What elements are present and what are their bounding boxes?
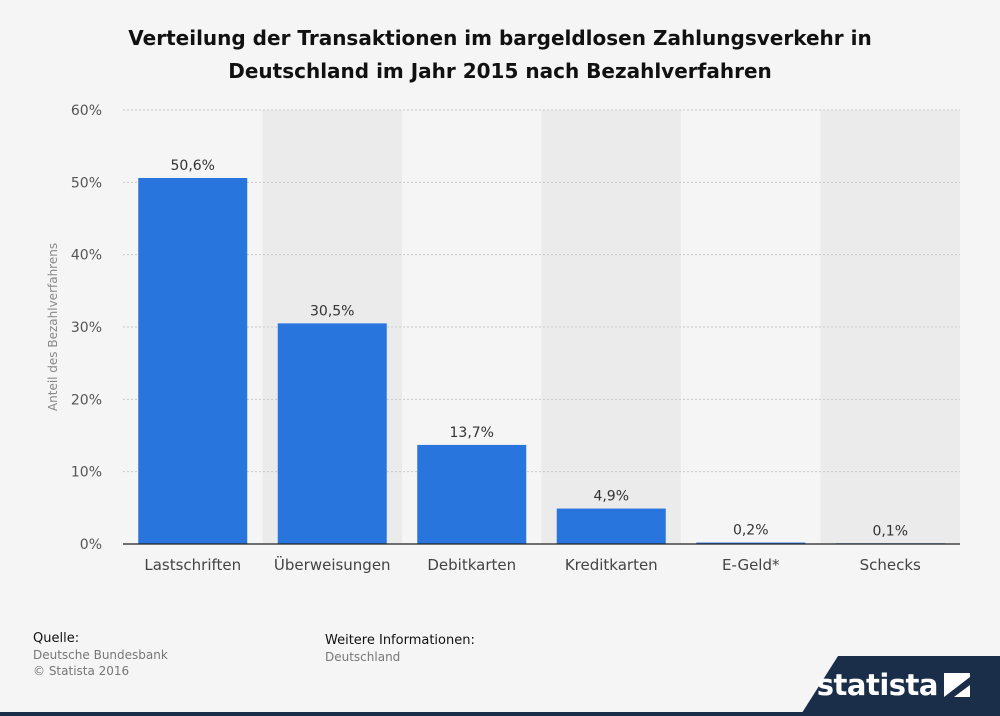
y-tick-label: 60% (71, 103, 102, 119)
bar (417, 444, 527, 544)
y-tick-label: 50% (71, 175, 102, 191)
x-axis-ticks: Lastschriften Überweisungen Debitkarten Kre… (144, 555, 921, 574)
source-block: Quelle: Deutsche Bundesbank © Statista 2… (33, 631, 168, 679)
x-tick-label: Schecks (860, 556, 921, 574)
data-label: 13,7% (450, 425, 494, 441)
bottom-bar (0, 712, 1000, 716)
bar (556, 508, 666, 544)
x-tick-label: Lastschriften (144, 556, 241, 574)
x-tick-label: Kreditkarten (565, 556, 658, 574)
y-tick-label: 30% (71, 320, 102, 336)
source-line-2: © Statista 2016 (33, 664, 130, 678)
grid-lines (123, 109, 960, 473)
data-label: 0,2% (733, 523, 769, 539)
chart-title-line-1: Verteilung der Transaktionen im bargeldl… (128, 26, 872, 50)
logo-band (800, 656, 1000, 716)
bar (138, 177, 248, 544)
x-tick-label: Debitkarten (427, 556, 516, 574)
statista-logo-icon (944, 673, 970, 697)
logo-background (800, 656, 1000, 716)
source-line-1: Deutsche Bundesbank (33, 648, 168, 662)
bar (277, 323, 387, 544)
y-tick-label: 40% (71, 248, 102, 264)
bar-chart: 0% 10% 20% 30% 40% 50% 60% 50,6% 30,5% 13,7% 4,9%… (46, 103, 960, 574)
bar (696, 542, 806, 544)
x-tick-label: Überweisungen (274, 555, 391, 574)
y-tick-label: 10% (71, 465, 102, 481)
bars (138, 177, 945, 544)
info-block: Weitere Informationen: Deutschland (325, 633, 475, 665)
data-label: 4,9% (593, 489, 629, 505)
x-tick-label: E-Geld* (722, 556, 780, 574)
info-line-1: Deutschland (325, 650, 401, 664)
y-tick-label: 20% (71, 392, 102, 408)
data-label: 30,5% (310, 303, 354, 319)
statista-logo-text: statista (816, 668, 939, 702)
data-label: 0,1% (872, 523, 908, 539)
data-labels: 50,6% 30,5% 13,7% 4,9% 0,2% 0,1% (171, 158, 909, 539)
info-heading: Weitere Informationen: (325, 633, 475, 648)
chart-title: Verteilung der Transaktionen im bargeldl… (0, 22, 1000, 88)
source-heading: Quelle: (33, 631, 80, 646)
y-tick-label: 0% (80, 537, 102, 553)
chart-title-line-2: Deutschland im Jahr 2015 nach Bezahlverf… (228, 59, 772, 83)
y-axis-label: Anteil des Bezahlverfahrens (46, 243, 60, 411)
y-axis-ticks: 0% 10% 20% 30% 40% 50% 60% (71, 103, 102, 553)
data-label: 50,6% (171, 158, 215, 174)
